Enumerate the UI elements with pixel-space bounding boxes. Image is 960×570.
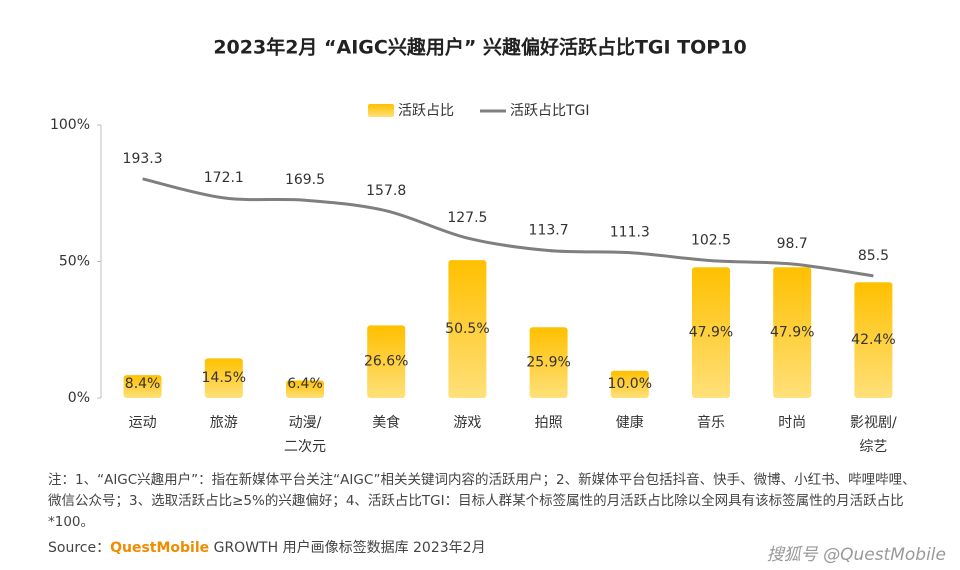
x-tick-label: 影视剧/ 综艺 bbox=[850, 415, 897, 455]
line-value-label: 111.3 bbox=[610, 225, 650, 241]
x-tick-label: 动漫/ 二次元 bbox=[284, 415, 326, 455]
bar bbox=[204, 358, 243, 398]
line-value-label: 127.5 bbox=[447, 210, 487, 226]
line-value-label: 98.7 bbox=[777, 236, 808, 252]
bar-value-label: 47.9% bbox=[770, 325, 814, 341]
legend-label: 活跃占比 bbox=[398, 103, 454, 119]
bar bbox=[610, 370, 649, 398]
line-value-label: 172.1 bbox=[204, 170, 244, 186]
bar-value-label: 50.5% bbox=[445, 321, 489, 337]
note: 注：1、“AIGC兴趣用户”：指在新媒体平台关注“AIGC”相关关键词内容的活跃… bbox=[48, 472, 916, 530]
bar-value-label: 10.0% bbox=[608, 376, 652, 392]
y-tick-label: 50% bbox=[59, 254, 90, 270]
y-tick-label: 0% bbox=[68, 390, 90, 406]
bar-value-label: 6.4% bbox=[287, 376, 323, 392]
bar bbox=[529, 327, 568, 398]
line-value-label: 193.3 bbox=[123, 151, 163, 167]
x-tick-label: 时尚 bbox=[778, 415, 807, 431]
watermark: 搜狐号 @QuestMobile bbox=[766, 545, 946, 565]
line-value-label: 157.8 bbox=[366, 183, 406, 199]
bar bbox=[123, 375, 162, 398]
bar-value-label: 8.4% bbox=[125, 376, 161, 392]
line-value-label: 85.5 bbox=[858, 248, 889, 264]
bar bbox=[692, 267, 730, 398]
source: Source：QuestMobile GROWTH 用户画像标签数据库 2023… bbox=[48, 537, 486, 557]
bar-value-label: 26.6% bbox=[364, 354, 408, 370]
source-brand: QuestMobile bbox=[110, 540, 210, 556]
x-tick-label: 旅游 bbox=[209, 415, 238, 431]
x-tick-label: 健康 bbox=[615, 415, 644, 431]
line-value-label: 169.5 bbox=[285, 172, 325, 188]
x-tick-label: 音乐 bbox=[697, 415, 725, 431]
bar bbox=[367, 325, 406, 398]
legend-label: 活跃占比TGI bbox=[510, 103, 590, 119]
source-text: GROWTH 用户画像标签数据库 2023年2月 bbox=[213, 540, 486, 556]
bar bbox=[773, 267, 812, 398]
x-tick-label: 游戏 bbox=[453, 415, 482, 431]
bar-value-label: 47.9% bbox=[689, 325, 733, 341]
source-prefix: Source： bbox=[48, 540, 111, 556]
bar bbox=[448, 260, 487, 398]
bar-value-label: 25.9% bbox=[526, 355, 570, 371]
chart-title: 2023年2月 “AIGC兴趣用户” 兴趣偏好活跃占比TGI TOP10 bbox=[213, 36, 746, 59]
bar-value-label: 14.5% bbox=[202, 370, 246, 386]
legend-swatch bbox=[368, 104, 394, 117]
line-value-label: 113.7 bbox=[529, 223, 569, 239]
y-tick-label: 100% bbox=[50, 117, 90, 133]
x-tick-label: 拍照 bbox=[534, 415, 563, 431]
bar bbox=[286, 380, 324, 398]
x-tick-label: 美食 bbox=[372, 415, 401, 431]
line-value-label: 102.5 bbox=[691, 233, 731, 249]
line bbox=[142, 177, 874, 278]
bar-value-label: 42.4% bbox=[851, 332, 895, 348]
x-tick-label: 运动 bbox=[128, 415, 157, 431]
bar bbox=[854, 282, 893, 398]
